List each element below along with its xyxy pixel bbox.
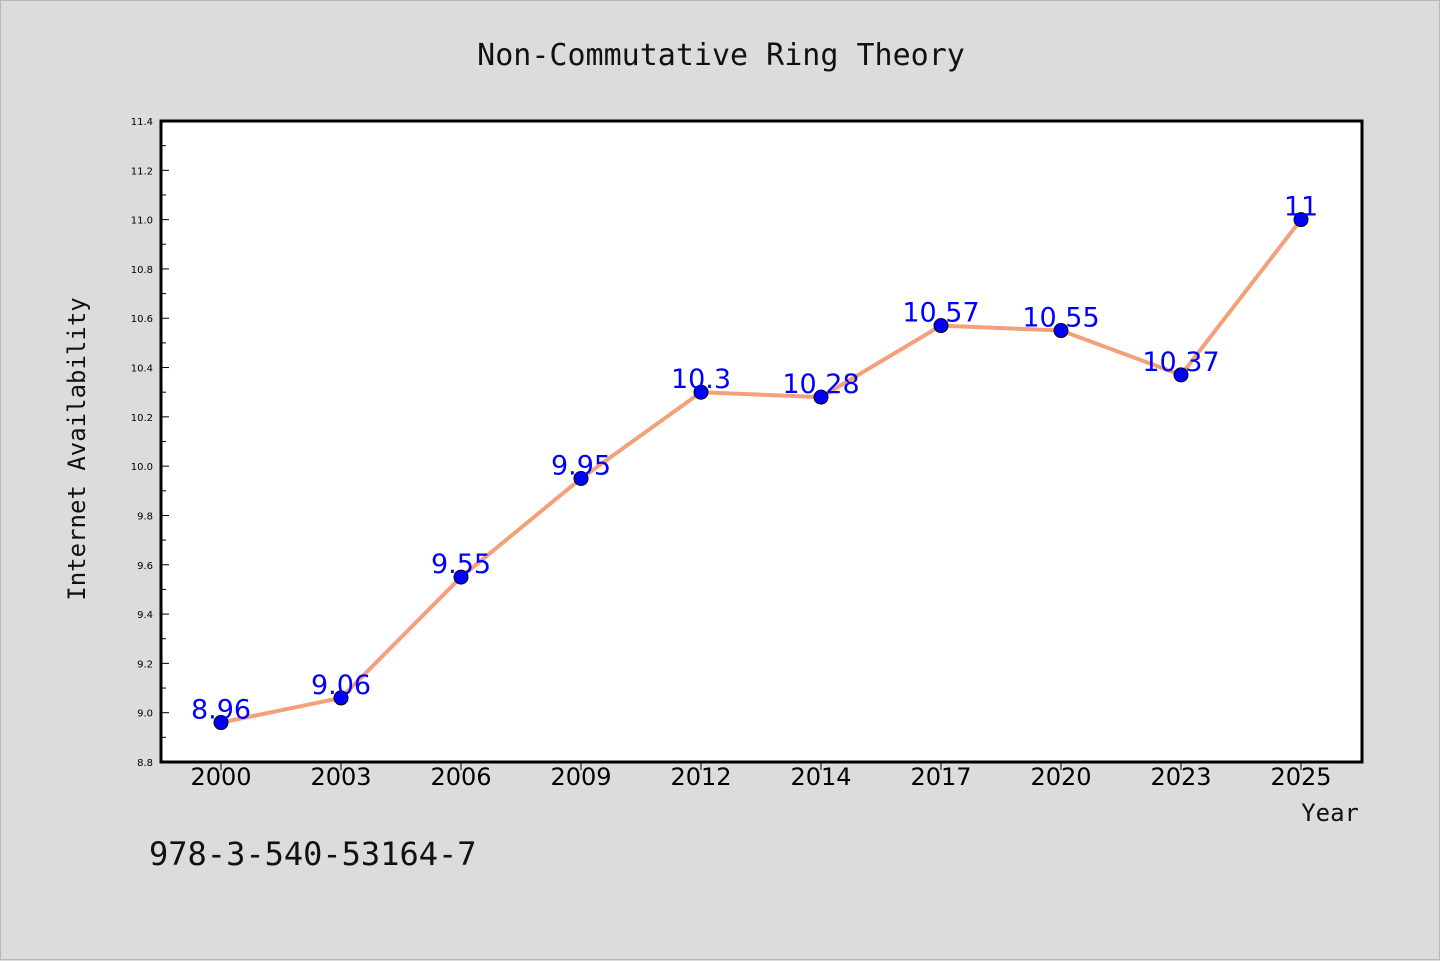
x-tick-label: 2012 <box>670 763 731 791</box>
data-label: 10.57 <box>902 298 979 329</box>
data-label: 11 <box>1284 192 1318 223</box>
x-tick-label: 2023 <box>1150 763 1211 791</box>
data-label: 9.06 <box>311 670 371 701</box>
data-point-marker <box>813 389 829 405</box>
data-label: 10.55 <box>1022 303 1099 334</box>
x-tick-label: 2017 <box>910 763 971 791</box>
y-tick-label: 9.8 <box>137 511 153 522</box>
y-tick-label: 10.4 <box>131 364 153 375</box>
y-tick-label: 10.0 <box>131 462 153 473</box>
y-tick-label: 10.8 <box>131 265 153 276</box>
data-point-marker <box>573 470 589 486</box>
data-label: 8.96 <box>191 695 251 726</box>
data-point-marker <box>453 569 469 585</box>
data-point-marker <box>933 318 949 334</box>
data-point-marker <box>213 715 229 731</box>
data-label: 10.37 <box>1142 347 1219 378</box>
series-line <box>219 217 1303 725</box>
y-tick-label: 11.0 <box>131 216 153 227</box>
x-axis-label: Year <box>1301 799 1359 827</box>
x-tick-label: 2003 <box>310 763 371 791</box>
data-point-marker <box>1293 212 1309 228</box>
y-axis-label: Internet Availability <box>63 297 91 600</box>
x-tick-label: 2014 <box>790 763 851 791</box>
y-axis: 8.8 9.0 9.2 9.4 9.6 9.8 10.0 10.2 10.4 10.6 10.8 11… <box>131 117 169 769</box>
data-point-marker <box>1173 367 1189 383</box>
data-label: 10.3 <box>671 364 731 395</box>
chart-title: Non-Commutative Ring Theory <box>477 38 965 73</box>
data-point-marker <box>1053 323 1069 339</box>
x-tick-label: 2025 <box>1270 763 1331 791</box>
data-label: 10.28 <box>782 369 859 400</box>
series-layer: 8.96 9.06 9.55 9.95 10.3 10.28 10.57 10.55 10.37… <box>191 192 1318 731</box>
x-axis: 2000 2003 2006 2009 2012 2014 2017 2020 2023 2025 <box>190 762 1332 791</box>
y-tick-label: 9.2 <box>137 659 153 670</box>
y-tick-label: 9.6 <box>137 561 153 572</box>
x-tick-label: 2000 <box>190 763 251 791</box>
data-point-marker <box>693 384 709 400</box>
y-tick-label: 9.4 <box>137 610 153 621</box>
y-tick-label: 10.2 <box>131 413 153 424</box>
x-tick-label: 2009 <box>550 763 611 791</box>
data-label: 9.55 <box>431 549 491 580</box>
x-tick-label: 2006 <box>430 763 491 791</box>
y-tick-label: 10.6 <box>131 314 153 325</box>
x-tick-label: 2020 <box>1030 763 1091 791</box>
isbn-footer-text: 978-3-540-53164-7 <box>149 835 477 873</box>
y-tick-label: 8.8 <box>137 758 153 769</box>
plot-area <box>159 119 1364 764</box>
data-label: 9.95 <box>551 450 611 481</box>
y-tick-label: 9.0 <box>137 709 153 720</box>
data-point-marker <box>333 690 349 706</box>
y-tick-label: 11.2 <box>131 166 153 177</box>
y-tick-label: 11.4 <box>131 117 153 128</box>
